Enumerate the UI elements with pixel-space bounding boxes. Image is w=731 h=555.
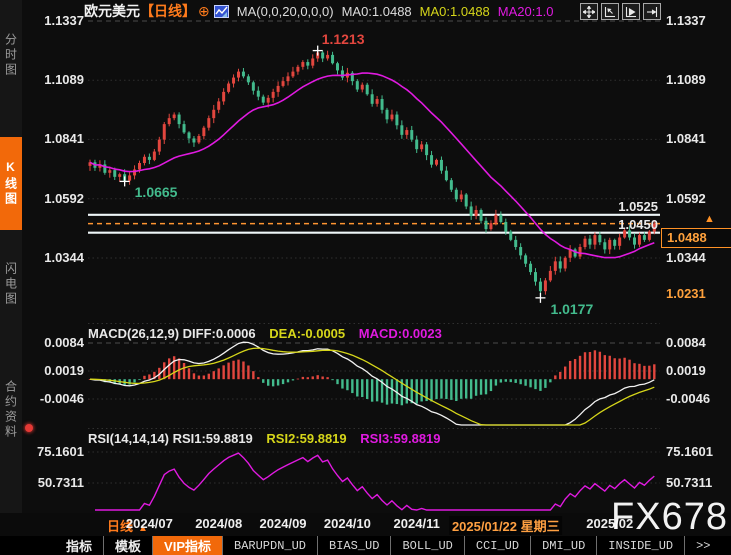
more-tabs-button[interactable]: >> <box>684 536 721 555</box>
interval-label: 【日线】 <box>140 3 196 19</box>
mini-chart-icon[interactable] <box>213 4 229 18</box>
rsi2-value: RSI2:59.8819 <box>266 431 347 446</box>
interval-selector-button[interactable]: 日线 ▲ <box>107 519 148 534</box>
rsi1-value: RSI1:59.8819 <box>172 431 253 446</box>
date-tick-label: 2024/10 <box>323 516 371 531</box>
rsi3-value: RSI3:59.8819 <box>360 431 441 446</box>
macd-diff-value: DIFF:0.0006 <box>182 326 256 341</box>
sidebar-tab-label: 合约资料 <box>3 380 18 440</box>
date-tick-label: 2024/07 <box>125 516 173 531</box>
date-tick-label: 2024/08 <box>195 516 243 531</box>
ma0-value-b: MA0:1.0488 <box>419 3 490 19</box>
date-tick-label: 2024/11 <box>393 516 440 531</box>
current-price-badge: 1.0488 <box>661 228 731 248</box>
indicator-tab-2[interactable]: 模板 <box>103 536 152 555</box>
sidebar-tab-2[interactable]: K线图 <box>0 137 22 230</box>
shift-right-icon[interactable] <box>643 3 661 20</box>
date-axis-row: 日线 ▲ 2024/07 2024/08 2024/09 2024/10 2024/11 2… <box>0 513 731 536</box>
sidebar-tab-label: 闪电图 <box>3 262 18 307</box>
session-low-badge: 1.0231 <box>666 285 706 301</box>
sidebar-tab-4[interactable]: 合约资料 <box>0 340 22 480</box>
sidebar-tab-label: 分时图 <box>3 33 18 78</box>
date-tick-label: 2024/09 <box>259 516 307 531</box>
sidebar-tab-3[interactable]: 闪电图 <box>0 236 22 333</box>
rsi-header: RSI(14,14,14) RSI1:59.8819 RSI2:59.8819 … <box>88 431 441 446</box>
indicator-tab-1[interactable]: 指标 <box>66 539 93 554</box>
macd-title: MACD(26,12,9) <box>88 326 180 341</box>
ma-settings-label: MA(0,0,20,0,0,0) <box>236 3 334 19</box>
indicator-tab-7[interactable]: CCI_UD <box>463 536 530 555</box>
indicator-tab-9[interactable]: INSIDE_UD <box>596 536 684 555</box>
indicator-tab-8[interactable]: DMI_UD <box>530 536 596 555</box>
ma0-value-a: MA0:1.0488 <box>341 3 412 19</box>
indicator-tab-6[interactable]: BOLL_UD <box>390 536 463 555</box>
selected-date-label: 2025/01/22 星期三 <box>448 516 563 535</box>
indicator-tab-4[interactable]: BARUPDN_UD <box>222 536 317 555</box>
symbol-title: 欧元美元 <box>84 3 140 19</box>
sidebar-tab-label: K线图 <box>3 160 18 207</box>
macd-macd-value: MACD:0.0023 <box>358 326 442 341</box>
date-tick-label: 2025/02 <box>586 516 634 531</box>
sidebar-tab-1[interactable]: 分时图 <box>0 8 22 103</box>
left-sidebar: 分时图 K线图闪电图合约资料 <box>0 0 22 555</box>
macd-dea-value: DEA:-0.0005 <box>269 326 346 341</box>
chart-toolbar <box>580 3 661 20</box>
expand-x-icon[interactable] <box>622 3 640 20</box>
macd-header: MACD(26,12,9) DIFF:0.0006 DEA:-0.0005 MA… <box>88 326 442 341</box>
indicator-tab-5[interactable]: BIAS_UD <box>317 536 390 555</box>
chart-header: 欧元美元 【日线】 ⊕ MA(0,0,20,0,0,0) MA0:1.0488 … <box>22 0 731 22</box>
indicator-tabbar: 指标 模板 VIP指标 BARUPDN_UD BIAS_UD BOLL_UD CCI_UD D… <box>0 536 731 555</box>
add-indicator-icon[interactable]: ⊕ <box>198 2 210 19</box>
alert-dot-icon <box>25 424 33 432</box>
rsi-title: RSI(14,14,14) <box>88 431 169 446</box>
ma20-value: MA20:1.0 <box>497 3 554 19</box>
crosshair-tool-icon[interactable] <box>580 3 598 20</box>
compress-x-icon[interactable] <box>601 3 619 20</box>
indicator-tab-3[interactable]: VIP指标 <box>152 536 222 555</box>
